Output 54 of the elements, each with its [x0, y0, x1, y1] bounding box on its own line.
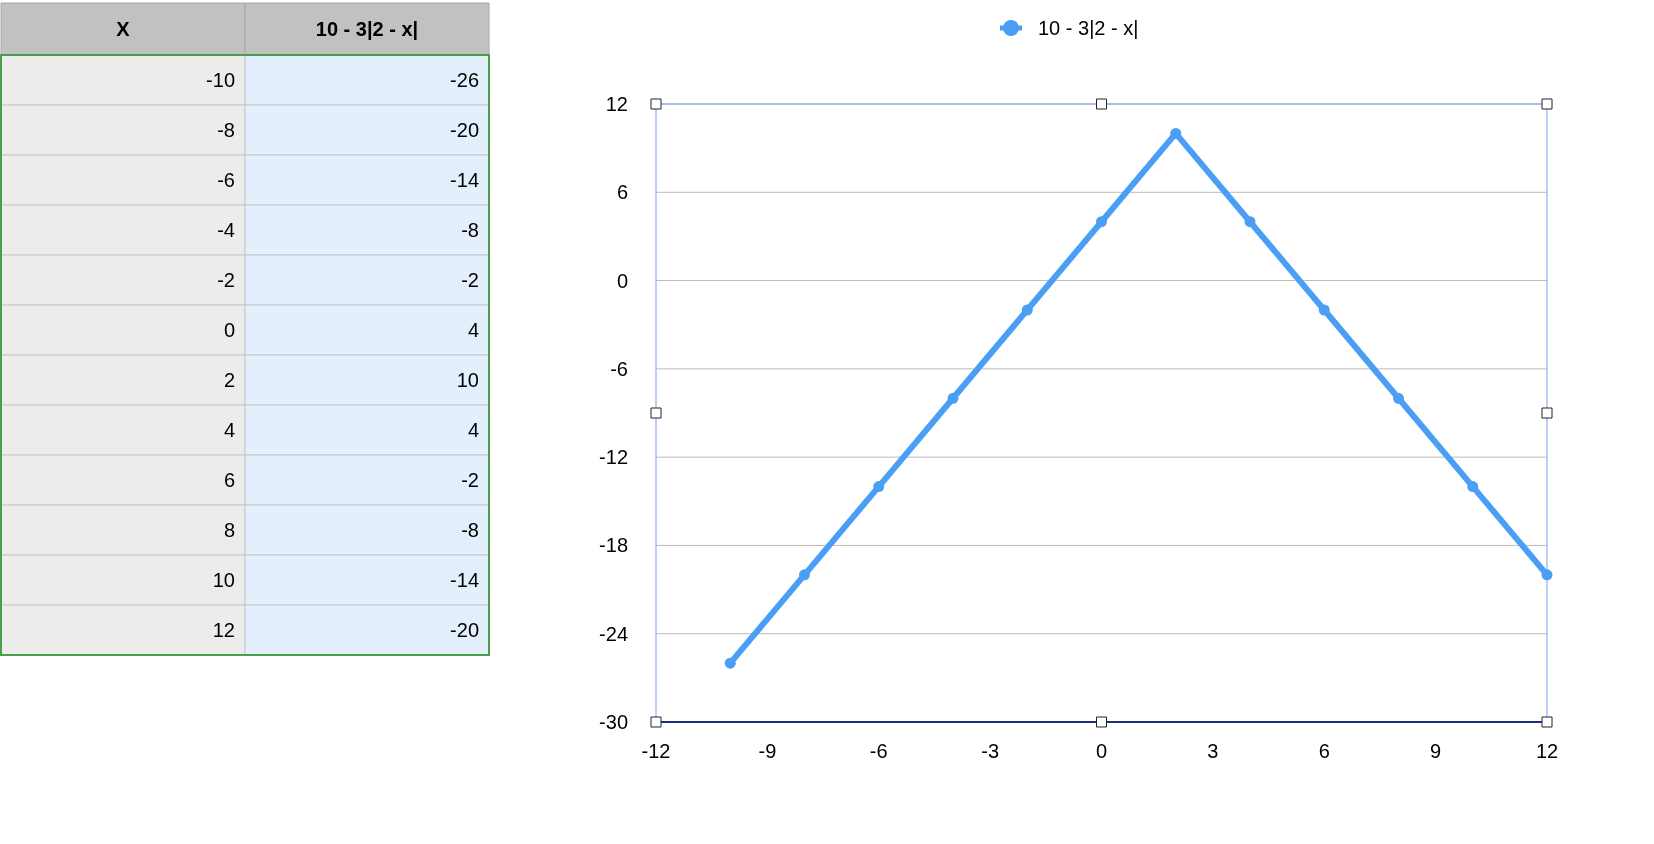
y-tick-label: 6: [616, 181, 628, 204]
data-label: -20: [450, 619, 479, 641]
data-label: 8: [223, 519, 235, 541]
point: [1244, 216, 1256, 228]
y-tick-label: -30: [599, 711, 628, 733]
data-label: 2: [223, 369, 235, 391]
x-tick-label: 6: [1318, 740, 1330, 762]
data-label: 6: [223, 469, 235, 491]
point: [1541, 569, 1553, 581]
x-tick-label: X: [116, 18, 131, 40]
data-label: -20: [450, 119, 479, 141]
data-label: -2: [461, 269, 479, 291]
data-label: -8: [461, 519, 479, 541]
x-tick-label: 0: [1095, 740, 1108, 762]
point: [1170, 127, 1182, 139]
data-label: 10: [456, 369, 479, 391]
point: [1096, 216, 1107, 228]
data-label: -6: [217, 169, 235, 191]
point: [799, 569, 810, 581]
data-label: 0: [223, 319, 235, 341]
point: [1021, 304, 1033, 316]
y-tick-label: -24: [599, 622, 628, 645]
x-tick-label: 3: [1207, 740, 1219, 762]
data-label: -14: [450, 169, 479, 191]
data-label: 10: [212, 569, 235, 591]
data-label: -26: [450, 69, 479, 91]
y-tick-label: 12: [605, 93, 628, 115]
data-label: 4: [223, 419, 235, 441]
y-tick-label: -6: [610, 357, 628, 380]
x-tick-label: -12: [641, 740, 671, 762]
point: [1318, 304, 1330, 316]
point: [873, 481, 885, 493]
data-label: 4: [467, 319, 479, 341]
data-label: -10: [206, 69, 235, 91]
x-tick-label: -3: [981, 740, 1000, 762]
data-label: -2: [217, 269, 235, 291]
data-label: -4: [217, 219, 235, 241]
data-label: -8: [217, 119, 235, 141]
data-label: -8: [461, 219, 479, 241]
data-label: 12: [212, 619, 235, 641]
point: [724, 657, 736, 669]
data-label: 4: [467, 419, 479, 441]
data-label: -14: [450, 569, 479, 591]
data-label: -2: [461, 469, 479, 491]
point: [1393, 392, 1404, 404]
point: [947, 392, 959, 404]
x-tick-label: 9: [1430, 740, 1442, 762]
y-tick-label: -12: [599, 446, 628, 469]
y-tick-label: -18: [599, 534, 628, 557]
x-tick-label: -9: [758, 740, 777, 762]
y-tick-label: 0: [616, 269, 628, 292]
point: [1467, 481, 1479, 493]
x-tick-label: -6: [869, 740, 888, 762]
x-tick-label: 12: [1535, 740, 1559, 762]
